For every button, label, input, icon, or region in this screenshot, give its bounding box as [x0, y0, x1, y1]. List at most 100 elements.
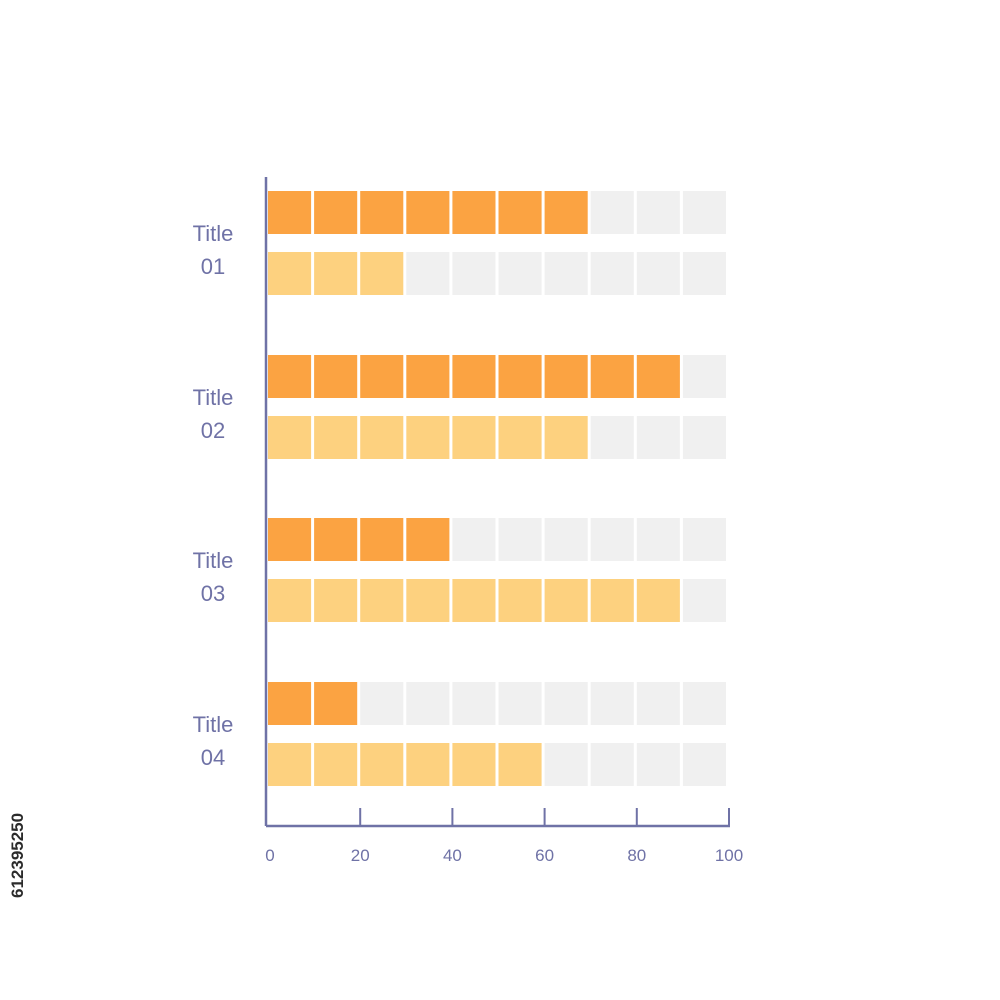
bar-segment-cat2-series1 [268, 355, 312, 398]
x-tick-label: 0 [265, 846, 274, 865]
category-label-number: 02 [201, 418, 225, 443]
track-segment [452, 518, 496, 561]
bar-segment-cat2-series2 [360, 416, 404, 459]
track-segment [498, 682, 542, 725]
track-segment [682, 191, 726, 234]
track-segment [544, 682, 588, 725]
track-segment [682, 682, 726, 725]
bar-segment-cat4-series2 [452, 743, 496, 786]
track-segment [682, 355, 726, 398]
track-segment [636, 252, 680, 295]
x-tick-label: 20 [351, 846, 370, 865]
category-label-number: 04 [201, 745, 225, 770]
category-label-title: Title [193, 385, 234, 410]
bar-segment-cat2-series2 [268, 416, 312, 459]
bar-segment-cat3-series2 [360, 579, 404, 622]
bar-segment-cat2-series1 [636, 355, 680, 398]
track-segment [498, 518, 542, 561]
x-tick-label: 100 [715, 846, 743, 865]
track-segment [590, 252, 634, 295]
bar-segment-cat3-series2 [314, 579, 358, 622]
bar-segment-cat3-series2 [268, 579, 312, 622]
category-label-number: 03 [201, 581, 225, 606]
bar-segment-cat4-series1 [314, 682, 358, 725]
category-labels: Title 01 Title 02 Title 03 Title 04 [193, 221, 234, 770]
bar-segment-cat4-series2 [314, 743, 358, 786]
track-segment [636, 416, 680, 459]
track-segment [406, 682, 450, 725]
bar-segment-cat4-series2 [268, 743, 312, 786]
bar-segment-cat4-series2 [360, 743, 404, 786]
bar-segment-cat3-series1 [360, 518, 404, 561]
track-segment [636, 518, 680, 561]
track-segment [682, 416, 726, 459]
bar-segment-cat3-series2 [544, 579, 588, 622]
bar-segment-cat3-series2 [498, 579, 542, 622]
track-segment [544, 743, 588, 786]
bar-segment-cat3-series1 [406, 518, 450, 561]
bar-segment-cat3-series1 [314, 518, 358, 561]
bar-segment-cat1-series1 [406, 191, 450, 234]
bar-segment-cat3-series2 [452, 579, 496, 622]
bar-segment-cat2-series2 [544, 416, 588, 459]
bar-segment-cat2-series1 [314, 355, 358, 398]
bar-segment-cat2-series2 [498, 416, 542, 459]
bar-segment-cat1-series2 [360, 252, 404, 295]
bar-segment-cat1-series1 [498, 191, 542, 234]
track-segment [682, 518, 726, 561]
bar-segment-cat1-series1 [360, 191, 404, 234]
track-segment [590, 682, 634, 725]
x-axis-ticks: 0 20 40 60 80 100 [265, 808, 743, 865]
track-segment [590, 518, 634, 561]
bar-segment-cat3-series2 [636, 579, 680, 622]
category-label-number: 01 [201, 254, 225, 279]
stock-image-id: 612395250 [8, 768, 38, 898]
bar-segment-cat2-series1 [590, 355, 634, 398]
track-segment [452, 252, 496, 295]
bar-segment-cat1-series1 [314, 191, 358, 234]
bar-segment-cat4-series2 [498, 743, 542, 786]
track-segment [590, 743, 634, 786]
bar-segment-cat4-series2 [406, 743, 450, 786]
track-segment [360, 682, 404, 725]
bar-segment-cat2-series2 [314, 416, 358, 459]
track-segment [636, 191, 680, 234]
category-label-title: Title [193, 548, 234, 573]
bar-segment-cat2-series1 [544, 355, 588, 398]
category-label-title: Title [193, 221, 234, 246]
bar-segment-cat2-series2 [452, 416, 496, 459]
bar-segment-cat3-series1 [268, 518, 312, 561]
bar-segment-cat2-series1 [406, 355, 450, 398]
bar-segment-cat3-series2 [590, 579, 634, 622]
stock-image-id-text: 612395250 [8, 812, 27, 898]
bar-segment-cat1-series1 [452, 191, 496, 234]
track-segment [406, 252, 450, 295]
x-tick-label: 60 [535, 846, 554, 865]
bar-segment-cat1-series2 [314, 252, 358, 295]
track-segment [590, 191, 634, 234]
track-segment [682, 252, 726, 295]
track-segment [636, 682, 680, 725]
track-segment [544, 252, 588, 295]
track-segment [590, 416, 634, 459]
track-segment [636, 743, 680, 786]
track-segment [498, 252, 542, 295]
x-tick-label: 80 [627, 846, 646, 865]
axes [264, 177, 730, 828]
bar-segment-cat2-series1 [360, 355, 404, 398]
bar-segments [268, 191, 680, 786]
track-segment [452, 682, 496, 725]
track-segment [682, 579, 726, 622]
track-segment [682, 743, 726, 786]
bar-segment-cat1-series2 [268, 252, 312, 295]
x-tick-label: 40 [443, 846, 462, 865]
bar-segment-cat2-series1 [452, 355, 496, 398]
bar-segment-cat1-series1 [544, 191, 588, 234]
bar-segment-cat3-series2 [406, 579, 450, 622]
bar-segment-cat2-series2 [406, 416, 450, 459]
bar-segment-cat4-series1 [268, 682, 312, 725]
track-segment [544, 518, 588, 561]
category-label-title: Title [193, 712, 234, 737]
bar-tracks [360, 191, 726, 786]
